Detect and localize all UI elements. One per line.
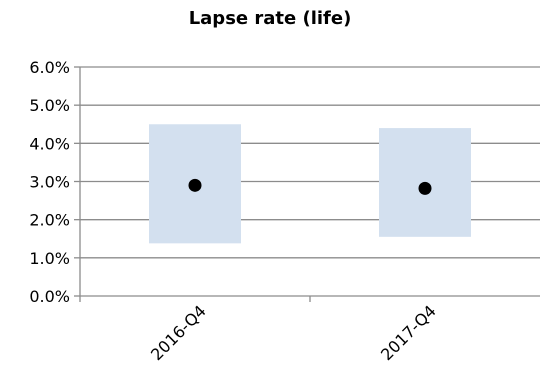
data-point [418, 181, 432, 195]
data-point [188, 178, 202, 192]
chart-title: Lapse rate (life) [188, 8, 352, 29]
y-tick-label: 0.0% [29, 287, 70, 306]
y-tick-label: 6.0% [29, 58, 70, 77]
y-tick-label: 5.0% [29, 96, 70, 115]
x-tick-label: 2016-Q4 [147, 301, 210, 364]
x-tick-label: 2017-Q4 [377, 301, 440, 364]
y-tick-label: 1.0% [29, 249, 70, 268]
y-tick-label: 2.0% [29, 211, 70, 230]
y-tick-label: 4.0% [29, 134, 70, 153]
y-tick-label: 3.0% [29, 173, 70, 192]
